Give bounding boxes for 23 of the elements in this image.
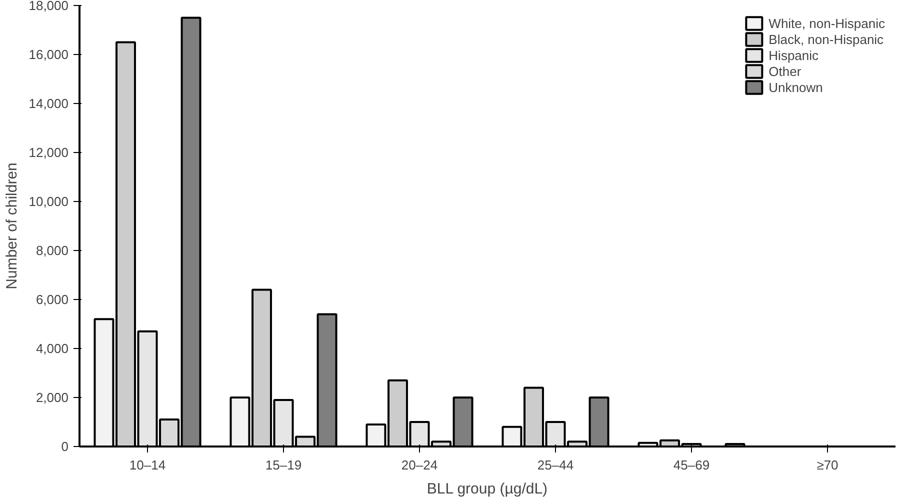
y-tick-label: 4,000 xyxy=(36,341,69,356)
y-tick-label: 18,000 xyxy=(28,0,69,13)
legend-label: White, non-Hispanic xyxy=(768,15,885,31)
x-tick-label: 45–69 xyxy=(673,458,710,472)
x-tick-label: 20–24 xyxy=(401,458,438,472)
y-tick-label: 0 xyxy=(61,439,69,454)
y-tick-label: 12,000 xyxy=(28,145,69,160)
x-axis-title: BLL group (µg/dL) xyxy=(426,480,548,498)
legend-label: Other xyxy=(768,63,802,79)
x-tick-label: ≥70 xyxy=(816,458,838,472)
y-tick-label: 6,000 xyxy=(36,292,69,307)
legend-label: Hispanic xyxy=(768,47,819,63)
x-tick-label: 25–44 xyxy=(537,458,574,472)
y-tick-label: 10,000 xyxy=(28,194,69,209)
y-tick-label: 8,000 xyxy=(36,243,69,258)
x-tick-label: 15–19 xyxy=(265,458,302,472)
legend-label: Black, non-Hispanic xyxy=(768,31,884,47)
y-tick-label: 2,000 xyxy=(36,390,69,405)
y-tick-label: 16,000 xyxy=(28,47,69,62)
x-tick-label: 10–14 xyxy=(129,458,166,472)
y-tick-label: 14,000 xyxy=(28,96,69,111)
y-axis-title: Number of children xyxy=(4,162,21,290)
legend-label: Unknown xyxy=(768,79,823,95)
